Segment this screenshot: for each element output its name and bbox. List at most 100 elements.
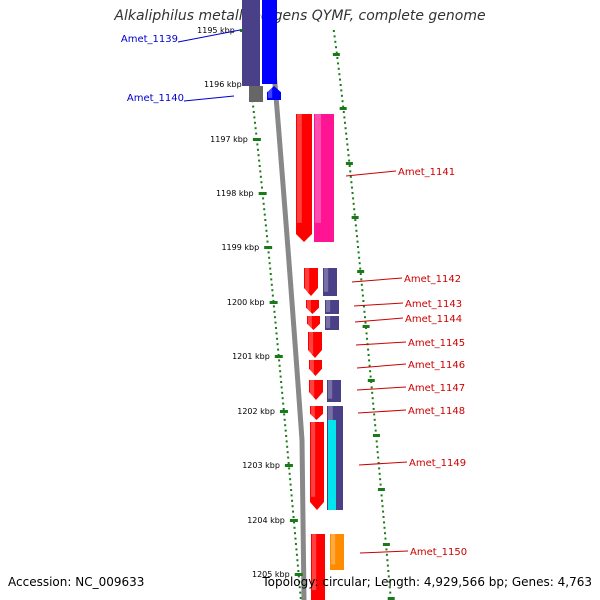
gene-highlight <box>297 114 302 223</box>
gene-label-amet_1143: Amet_1143 <box>353 299 462 310</box>
left-guide-dot <box>271 294 274 297</box>
right-guide-dot <box>380 494 383 497</box>
right-guide-dot <box>352 197 355 200</box>
gene-arrow <box>296 114 312 242</box>
left-guide-dot <box>280 386 283 389</box>
left-guide-dot <box>283 418 286 421</box>
left-guide-dot <box>299 597 302 599</box>
tick-label: 1196 kbp <box>204 80 242 89</box>
left-guide-dot <box>288 467 291 470</box>
left-guide-dot <box>297 570 300 572</box>
right-guide-dot <box>347 154 350 157</box>
gene-highlight <box>324 268 329 292</box>
left-guide-dot <box>278 364 281 367</box>
left-guide-dot <box>292 510 295 513</box>
right-guide-dot <box>341 100 344 103</box>
tick-mark <box>289 519 298 522</box>
gene-label-amet_1146: Amet_1146 <box>356 360 465 371</box>
left-guide-dot <box>289 483 292 486</box>
left-guide-dot <box>273 310 276 313</box>
left-guide-dot <box>287 462 290 464</box>
right-guide-dot <box>337 62 340 65</box>
right-guide-dot <box>351 192 354 194</box>
gene-feature <box>330 534 344 570</box>
tick-label: 1197 kbp <box>210 135 248 144</box>
right-tick-mark <box>357 270 365 273</box>
gene-label-amet_1145: Amet_1145 <box>355 338 465 349</box>
right-guide-dot <box>374 429 377 432</box>
right-guide-dot <box>366 337 369 340</box>
gene-highlight <box>310 360 314 374</box>
left-guide-dot <box>279 370 282 373</box>
left-guide-dot <box>267 251 270 254</box>
leader-line <box>183 95 235 102</box>
right-guide-dot <box>345 132 348 135</box>
left-guide-dot <box>290 494 293 497</box>
right-guide-dot <box>369 375 372 378</box>
left-guide-dot <box>257 154 260 157</box>
gene-highlight <box>308 316 312 328</box>
left-guide-dot <box>282 408 285 410</box>
right-guide-dot <box>355 235 358 238</box>
left-guide-dot <box>289 478 292 481</box>
left-guide-dot <box>268 262 271 265</box>
gene-label: Amet_1150 <box>410 547 467 558</box>
tick-marks: 1195 kbp 1196 kbp 1197 kbp 1198 kbp 1199 kbp… <box>197 26 395 600</box>
left-guide-dot <box>283 413 286 416</box>
left-guide-dot <box>264 224 267 227</box>
right-guide-dot <box>371 391 374 394</box>
left-guide-dot <box>269 267 272 270</box>
left-guide-dot <box>265 229 268 232</box>
right-tick-mark <box>362 325 370 328</box>
gene-highlight <box>309 332 314 355</box>
left-guide-dot <box>276 337 279 340</box>
tick-label: 1200 kbp <box>227 298 265 307</box>
right-guide-dot <box>363 310 366 313</box>
right-guide-dot <box>382 510 385 513</box>
gene-arrow <box>267 86 281 100</box>
right-guide-dot <box>353 208 356 211</box>
right-guide-dot <box>339 78 342 81</box>
left-guide-dot <box>291 505 294 508</box>
right-guide-dot <box>359 267 362 270</box>
left-guide-dot <box>252 105 255 108</box>
right-guide-dot <box>355 229 358 232</box>
gene-highlight <box>331 534 336 565</box>
gene-feature <box>308 332 322 358</box>
right-guide-dot <box>374 424 377 427</box>
right-guide-dot <box>387 570 390 572</box>
left-guide-dot <box>294 543 297 545</box>
right-guide-dot <box>384 537 387 540</box>
gene-feature <box>325 316 339 330</box>
left-guide-dot <box>268 256 271 259</box>
right-guide-dot <box>371 397 374 400</box>
right-guide-dot <box>382 516 385 518</box>
tick-label: 1205 kbp <box>252 570 290 579</box>
gene-block <box>311 534 325 600</box>
right-tick-mark <box>372 434 380 437</box>
right-guide-dot <box>339 84 342 86</box>
left-guide-dot <box>256 143 259 146</box>
left-guide-dot <box>284 429 287 432</box>
left-guide-dot <box>259 175 262 178</box>
right-guide-dot <box>357 251 360 254</box>
right-guide-dot <box>361 294 364 297</box>
left-guide-dot <box>253 116 256 119</box>
left-guide-dot <box>270 278 273 281</box>
right-guide-dot <box>368 364 371 367</box>
map-title: Alkaliphilus metalliredigens QYMF, compl… <box>114 8 486 24</box>
tick-mark <box>294 573 303 576</box>
left-guide-dot <box>281 391 284 394</box>
right-guide-dot <box>373 418 376 421</box>
right-guide-dot <box>378 467 381 470</box>
leader-line <box>345 170 397 177</box>
right-guide-dot <box>385 553 388 556</box>
left-guide-dot <box>258 165 261 167</box>
right-guide-dot <box>386 564 389 567</box>
tick-mark <box>269 301 278 304</box>
gene-label: Amet_1147 <box>408 383 465 394</box>
right-tick-mark <box>382 543 390 546</box>
right-guide-dot <box>377 456 380 459</box>
gene-feature <box>309 360 322 376</box>
left-guide-dot <box>284 424 287 427</box>
